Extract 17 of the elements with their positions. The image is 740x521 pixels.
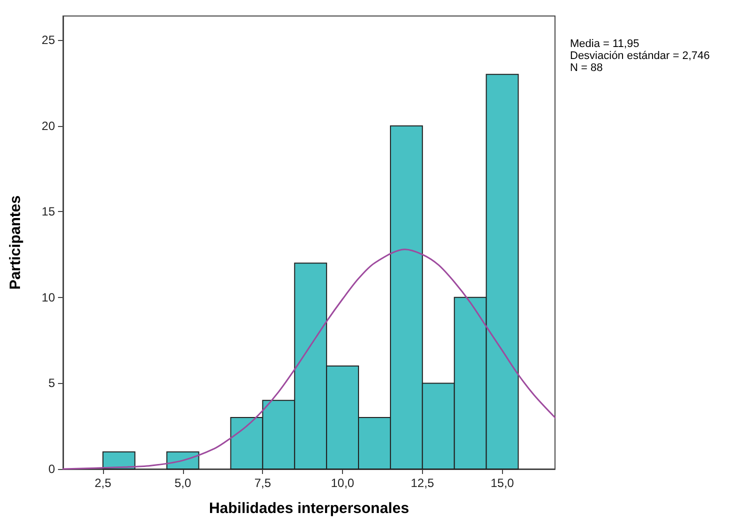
y-axis-title: Participantes — [7, 195, 24, 290]
x-tick-label: 2,5 — [94, 476, 112, 490]
y-tick-label: 20 — [42, 118, 56, 133]
text: Media = 11,95 — [570, 38, 640, 50]
x-tick-label: 12,5 — [410, 476, 434, 490]
y-tick-label: 15 — [42, 204, 56, 219]
text: N = 88 — [570, 62, 603, 74]
x-tick-label: 10,0 — [330, 476, 355, 490]
x-tick-label: 15,0 — [490, 476, 514, 490]
text: Desviación estándar = 2,746 — [570, 50, 710, 62]
x-tick-label: 7,5 — [254, 476, 272, 490]
x-tick-label: 5,0 — [174, 476, 192, 490]
y-tick-label: 25 — [42, 33, 56, 48]
y-tick-label: 0 — [48, 462, 56, 476]
y-tick-label: 10 — [42, 290, 56, 304]
y-tick-label: 5 — [48, 376, 56, 390]
x-axis-title: Habilidades interpersonales — [208, 500, 410, 517]
